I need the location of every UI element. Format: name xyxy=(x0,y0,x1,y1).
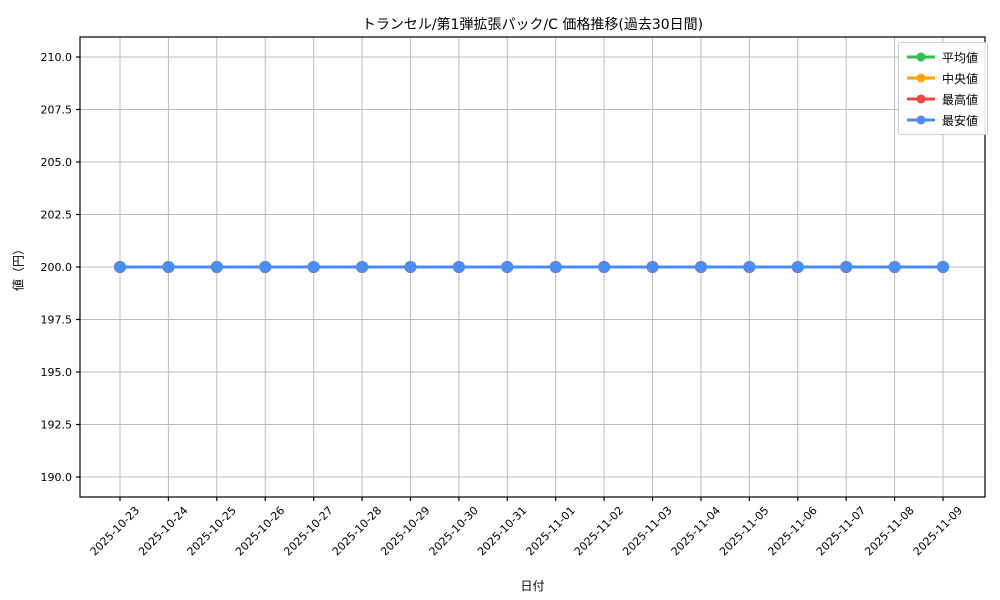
series-marker xyxy=(210,261,223,273)
x-tick-label: 2025-11-02 xyxy=(572,504,626,558)
series-marker xyxy=(162,261,175,273)
chart-title: トランセル/第1弾拡張パック/C 価格推移(過去30日間) xyxy=(361,17,704,33)
series-marker xyxy=(404,261,417,273)
legend-label: 最高値 xyxy=(941,92,978,107)
legend-marker-icon xyxy=(906,94,935,104)
x-tick-label: 2025-11-09 xyxy=(911,504,965,558)
x-tick-label: 2025-11-07 xyxy=(814,504,868,558)
legend-marker-icon xyxy=(906,52,935,62)
y-tick-label: 192.5 xyxy=(41,419,73,432)
series-marker xyxy=(307,261,320,273)
legend-marker-icon xyxy=(906,73,935,83)
y-tick-label: 197.5 xyxy=(41,314,73,327)
y-tick-label: 202.5 xyxy=(41,209,73,222)
legend-label: 中央値 xyxy=(941,71,978,86)
legend-marker-icon xyxy=(906,115,935,125)
legend-item: 中央値 xyxy=(906,69,978,87)
x-tick-label: 2025-10-26 xyxy=(233,504,287,558)
y-tick-label: 205.0 xyxy=(41,156,73,169)
legend: 平均値中央値最高値最安値 xyxy=(897,42,988,135)
series-marker xyxy=(694,261,707,273)
series-marker xyxy=(791,261,804,273)
series-marker xyxy=(840,261,853,273)
x-tick-label: 2025-10-31 xyxy=(475,504,529,558)
y-tick-label: 195.0 xyxy=(41,366,73,379)
x-tick-label: 2025-11-05 xyxy=(717,504,771,558)
x-tick-label: 2025-11-08 xyxy=(862,504,916,558)
y-tick-label: 210.0 xyxy=(41,51,73,64)
series-marker xyxy=(501,261,514,273)
series-marker xyxy=(743,261,756,273)
x-tick-label: 2025-10-28 xyxy=(330,504,384,558)
y-tick-label: 200.0 xyxy=(41,261,73,274)
series-marker xyxy=(259,261,272,273)
series-marker xyxy=(937,261,949,273)
x-tick-label: 2025-11-03 xyxy=(620,504,674,558)
y-tick-label: 190.0 xyxy=(41,471,73,484)
series-marker xyxy=(646,261,659,273)
legend-item: 平均値 xyxy=(906,48,978,66)
x-tick-label: 2025-11-04 xyxy=(669,504,723,558)
series-marker xyxy=(452,261,465,273)
series-marker xyxy=(888,261,901,273)
x-tick-label: 2025-10-25 xyxy=(185,504,239,558)
x-tick-label: 2025-10-23 xyxy=(88,504,142,558)
x-tick-label: 2025-10-29 xyxy=(378,504,432,558)
x-tick-label: 2025-10-24 xyxy=(136,504,190,558)
legend-item: 最高値 xyxy=(906,90,978,108)
x-tick-label: 2025-11-01 xyxy=(523,504,577,558)
legend-label: 平均値 xyxy=(941,50,978,65)
x-tick-label: 2025-10-30 xyxy=(427,504,481,558)
x-tick-label: 2025-10-27 xyxy=(281,504,335,558)
y-axis-label: 値（円） xyxy=(11,242,26,292)
series-marker xyxy=(356,261,369,273)
x-axis-label: 日付 xyxy=(520,579,545,593)
series-marker xyxy=(549,261,562,273)
legend-item: 最安値 xyxy=(906,111,978,129)
series-marker xyxy=(114,261,126,273)
x-tick-label: 2025-11-06 xyxy=(765,504,819,558)
legend-label: 最安値 xyxy=(941,113,978,128)
series-marker xyxy=(598,261,611,273)
y-tick-label: 207.5 xyxy=(41,104,73,117)
